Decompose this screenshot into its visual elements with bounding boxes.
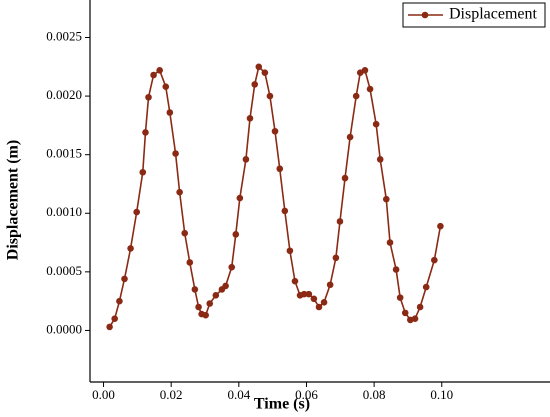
y-tick-label: 0.0025	[46, 28, 82, 43]
marker	[361, 67, 369, 74]
y-tick-label: 0.0020	[46, 87, 82, 102]
marker	[162, 83, 170, 91]
marker	[366, 85, 374, 93]
marker	[266, 92, 274, 100]
marker	[195, 303, 202, 311]
marker	[396, 294, 404, 301]
marker	[206, 300, 214, 307]
marker	[346, 133, 354, 141]
marker	[401, 309, 409, 317]
marker	[172, 150, 179, 157]
x-tick-label: 0.08	[363, 387, 386, 402]
marker	[416, 303, 424, 311]
marker	[255, 63, 263, 71]
marker	[276, 165, 284, 173]
marker	[286, 247, 294, 255]
x-tick-label: 0.04	[227, 387, 250, 402]
marker	[326, 281, 334, 289]
marker	[386, 239, 394, 246]
series-line	[108, 65, 442, 328]
marker	[166, 109, 174, 116]
x-tick-label: 0.00	[92, 387, 115, 402]
marker	[332, 254, 340, 262]
marker	[431, 256, 438, 264]
marker	[336, 218, 344, 225]
marker	[392, 266, 400, 273]
x-tick-label: 0.06	[295, 387, 318, 402]
marker	[320, 299, 328, 306]
marker	[176, 188, 183, 196]
x-tick-label: 0.02	[160, 387, 183, 402]
marker	[242, 156, 250, 163]
legend-marker	[421, 11, 429, 19]
marker	[310, 295, 318, 303]
y-axis-title: Displacement (m)	[5, 140, 22, 260]
marker	[341, 174, 349, 182]
marker	[352, 92, 360, 100]
marker	[116, 297, 123, 305]
marker	[212, 291, 220, 299]
marker	[228, 263, 236, 271]
marker	[261, 69, 269, 76]
y-tick-label: 0.0015	[46, 146, 82, 161]
marker	[127, 245, 134, 252]
marker	[222, 282, 229, 290]
legend-label: Displacement	[449, 6, 538, 23]
marker	[422, 283, 430, 291]
marker	[156, 67, 163, 74]
marker	[142, 129, 149, 136]
marker	[376, 156, 384, 163]
marker	[111, 315, 118, 323]
marker	[291, 277, 299, 285]
x-tick-label: 0.10	[430, 387, 453, 402]
marker	[232, 231, 240, 238]
marker	[145, 93, 152, 101]
marker	[150, 71, 157, 79]
marker	[121, 275, 128, 283]
marker	[315, 303, 323, 311]
marker	[271, 127, 279, 135]
marker	[202, 311, 209, 319]
marker	[372, 120, 380, 128]
marker	[246, 115, 254, 122]
marker	[411, 315, 419, 323]
y-tick-label: 0.0005	[46, 263, 82, 278]
marker	[437, 222, 444, 230]
marker	[382, 195, 390, 203]
y-tick-label: 0.0000	[46, 321, 82, 336]
y-tick-label: 0.0010	[46, 204, 82, 219]
marker	[300, 290, 308, 298]
marker	[186, 259, 194, 266]
marker	[181, 229, 189, 237]
marker	[106, 323, 113, 331]
marker	[305, 290, 313, 298]
marker	[191, 286, 199, 293]
marker	[133, 208, 140, 216]
marker	[281, 207, 289, 215]
marker	[236, 194, 244, 202]
x-axis-title: Time (s)	[254, 396, 310, 413]
marker	[251, 81, 259, 88]
marker	[139, 168, 147, 176]
